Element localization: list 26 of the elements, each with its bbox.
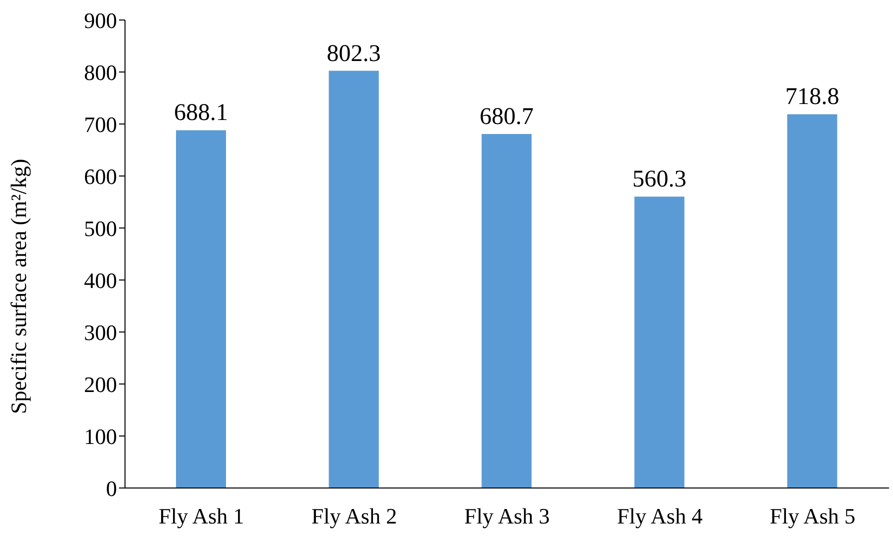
data-label: 718.8 xyxy=(785,84,840,110)
bar xyxy=(787,114,838,488)
y-tick-label: 600 xyxy=(84,164,117,189)
y-tick-label: 0 xyxy=(106,476,117,501)
data-label: 680.7 xyxy=(480,104,534,130)
x-tick-label: Fly Ash 2 xyxy=(311,504,397,529)
y-tick-label: 500 xyxy=(84,216,117,241)
data-label: 688.1 xyxy=(174,100,228,126)
x-tick-label: Fly Ash 1 xyxy=(158,504,244,529)
y-axis-title: Specific surface area (m²/kg) xyxy=(6,158,31,414)
x-tick-label: Fly Ash 3 xyxy=(464,504,550,529)
data-label: 560.3 xyxy=(632,166,686,193)
x-tick-label: Fly Ash 5 xyxy=(770,504,856,529)
y-tick-label: 100 xyxy=(84,424,117,449)
bar xyxy=(482,134,532,488)
y-tick-label: 700 xyxy=(84,112,117,137)
y-tick-label: 300 xyxy=(84,320,117,345)
bar xyxy=(176,130,226,488)
y-tick-label: 800 xyxy=(84,60,117,85)
y-tick-label: 200 xyxy=(84,372,117,397)
x-tick-label: Fly Ash 4 xyxy=(617,504,703,529)
data-label: 802.3 xyxy=(326,40,381,67)
bar xyxy=(634,196,684,488)
y-tick-label: 400 xyxy=(84,268,117,293)
y-tick-label: 900 xyxy=(84,8,117,33)
bar xyxy=(328,70,379,488)
